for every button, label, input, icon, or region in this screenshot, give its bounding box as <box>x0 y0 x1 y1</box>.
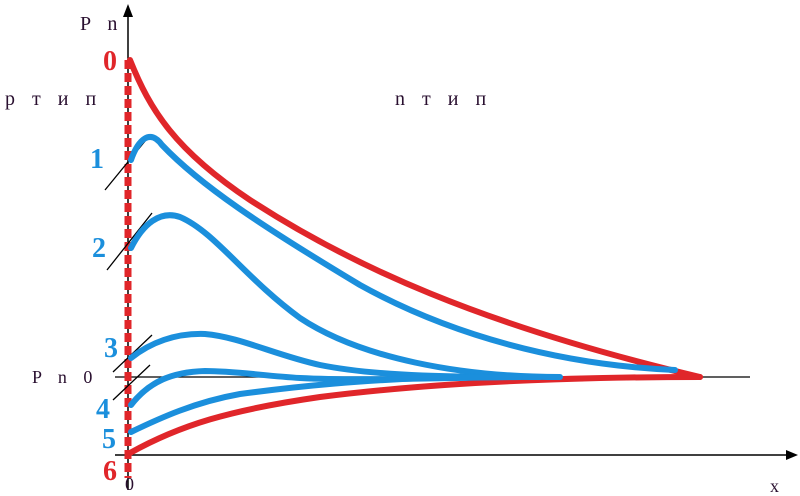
curve-6 <box>127 374 703 456</box>
x-axis-arrow <box>786 450 798 460</box>
curve-label-1: 1 <box>90 144 104 175</box>
curve-5 <box>128 374 453 435</box>
curve-4 <box>128 367 523 408</box>
origin-label: 0 <box>125 474 134 494</box>
curve-label-3: 3 <box>104 333 118 364</box>
curve-2 <box>128 212 563 380</box>
curve-label-0: 0 <box>103 46 117 77</box>
curve-label-6: 6 <box>103 456 117 487</box>
curve-1 <box>128 134 678 373</box>
curve-label-4: 4 <box>96 394 110 425</box>
equilibrium-label: P n 0 <box>32 367 98 387</box>
x-axis-label: x <box>770 476 779 496</box>
n-region-label: n т и п <box>395 88 492 110</box>
curve-label-2: 2 <box>92 233 106 264</box>
curve-label-5: 5 <box>102 424 116 455</box>
y-axis-label: P n <box>80 13 123 35</box>
curve-0 <box>127 57 703 380</box>
p-region-label: p т и п <box>5 88 102 110</box>
y-axis-arrow <box>123 4 133 17</box>
